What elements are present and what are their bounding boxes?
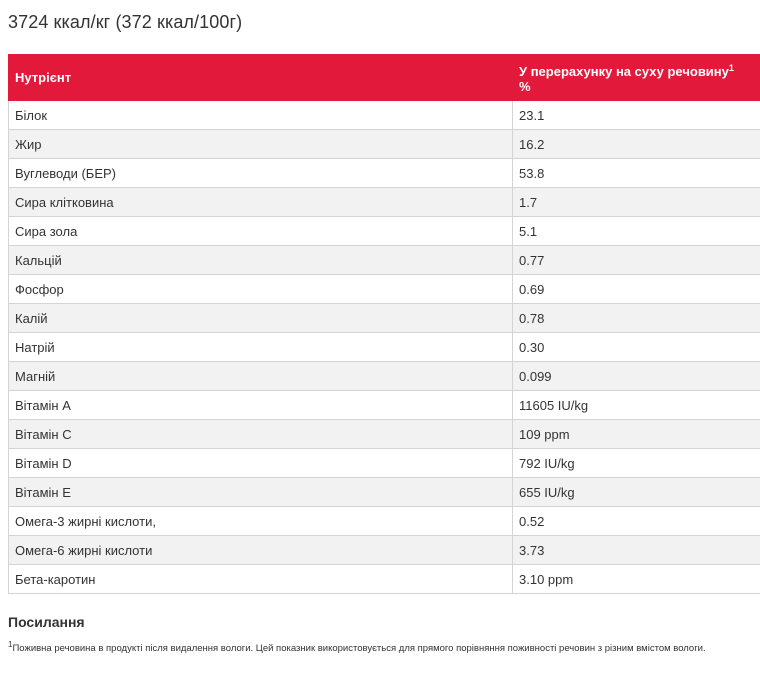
nutrient-value-cell: 0.30 [512, 332, 760, 362]
nutrient-value-cell: 0.77 [512, 245, 760, 275]
nutrient-value-cell: 0.69 [512, 274, 760, 304]
nutrient-value-cell: 1.7 [512, 187, 760, 217]
table-header-row: Нутрієнт У перерахунку на суху речовину1… [8, 54, 760, 101]
table-row: Вітамін C 109 ppm [8, 419, 760, 449]
table-row: Вітамін D 792 IU/kg [8, 448, 760, 478]
nutrient-name-cell: Калій [8, 303, 513, 333]
nutrient-value-cell: 0.099 [512, 361, 760, 391]
nutrient-value-cell: 0.78 [512, 303, 760, 333]
nutrient-name-cell: Вітамін C [8, 419, 513, 449]
table-row: Омега-3 жирні кислоти, 0.52 [8, 506, 760, 536]
nutrient-name-cell: Вітамін E [8, 477, 513, 507]
nutrient-name-cell: Кальцій [8, 245, 513, 275]
table-row: Натрій 0.30 [8, 332, 760, 362]
footnote-text: Поживна речовина в продукті після видале… [12, 643, 706, 654]
column-header-dry-matter-label: У перерахунку на суху речовину [519, 64, 729, 79]
nutrient-name-cell: Магній [8, 361, 513, 391]
nutrient-value-cell: 53.8 [512, 158, 760, 188]
nutrient-value-cell: 109 ppm [512, 419, 760, 449]
table-row: Жир 16.2 [8, 129, 760, 159]
nutrient-table: Нутрієнт У перерахунку на суху речовину1… [8, 54, 760, 594]
footnote-ref-1[interactable]: 1 [728, 63, 734, 73]
footnote-number: 1 [8, 640, 13, 649]
nutrient-value-cell: 3.73 [512, 535, 760, 565]
table-row: Вітамін A 11605 IU/kg [8, 390, 760, 420]
table-row: Білок 23.1 [8, 100, 760, 130]
table-row: Омега-6 жирні кислоти 3.73 [8, 535, 760, 565]
nutrient-name-cell: Білок [8, 100, 513, 130]
table-body: Білок 23.1 Жир 16.2 Вуглеводи (БЕР) 53.8 Сира … [8, 100, 760, 594]
nutrient-value-cell: 16.2 [512, 129, 760, 159]
table-row: Сира зола 5.1 [8, 216, 760, 246]
calorie-title: 3724 ккал/кг (372 ккал/100г) [8, 12, 243, 32]
nutrient-name-cell: Вітамін A [8, 390, 513, 420]
table-row: Бета-каротин 3.10 ppm [8, 564, 760, 594]
nutrient-name-cell: Вітамін D [8, 448, 513, 478]
nutrient-value-cell: 655 IU/kg [512, 477, 760, 507]
nutrient-value-cell: 11605 IU/kg [512, 390, 760, 420]
nutrient-name-cell: Жир [8, 129, 513, 159]
nutrient-name-cell: Фосфор [8, 274, 513, 304]
nutrient-value-cell: 23.1 [512, 100, 760, 130]
table-row: Магній 0.099 [8, 361, 760, 391]
nutrient-name-cell: Сира клітковина [8, 187, 513, 217]
column-header-nutrient-label: Нутрієнт [15, 70, 72, 85]
footnote: 1Поживна речовина в продукті після видал… [8, 640, 706, 654]
nutrient-name-cell: Омега-6 жирні кислоти [8, 535, 513, 565]
nutrient-name-cell: Бета-каротин [8, 564, 513, 594]
column-header-dry-matter: У перерахунку на суху речовину1 % [512, 54, 760, 101]
table-row: Сира клітковина 1.7 [8, 187, 760, 217]
nutrient-value-cell: 792 IU/kg [512, 448, 760, 478]
nutrient-name-cell: Сира зола [8, 216, 513, 246]
nutrient-value-cell: 3.10 ppm [512, 564, 760, 594]
table-row: Вуглеводи (БЕР) 53.8 [8, 158, 760, 188]
nutrient-name-cell: Натрій [8, 332, 513, 362]
table-row: Фосфор 0.69 [8, 274, 760, 304]
nutrient-value-cell: 5.1 [512, 216, 760, 246]
nutrient-name-cell: Вуглеводи (БЕР) [8, 158, 513, 188]
table-row: Калій 0.78 [8, 303, 760, 333]
column-header-unit: % [519, 79, 531, 94]
references-heading: Посилання [8, 614, 85, 630]
table-row: Кальцій 0.77 [8, 245, 760, 275]
nutrient-value-cell: 0.52 [512, 506, 760, 536]
column-header-nutrient: Нутрієнт [8, 54, 513, 101]
nutrient-name-cell: Омега-3 жирні кислоти, [8, 506, 513, 536]
table-row: Вітамін E 655 IU/kg [8, 477, 760, 507]
